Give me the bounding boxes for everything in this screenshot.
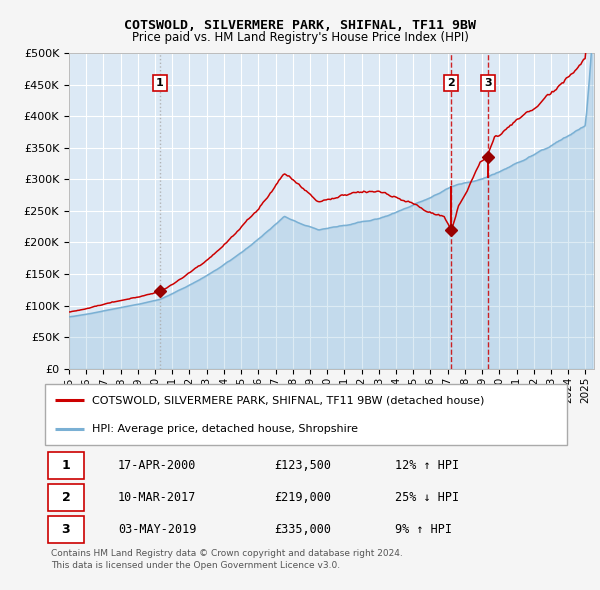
Text: 2: 2	[62, 491, 70, 504]
Text: 3: 3	[62, 523, 70, 536]
Text: 03-MAY-2019: 03-MAY-2019	[118, 523, 196, 536]
Text: 12% ↑ HPI: 12% ↑ HPI	[395, 459, 459, 472]
Text: 2: 2	[447, 78, 455, 88]
FancyBboxPatch shape	[47, 516, 84, 543]
Text: 17-APR-2000: 17-APR-2000	[118, 459, 196, 472]
Text: £335,000: £335,000	[275, 523, 332, 536]
Text: 1: 1	[156, 78, 164, 88]
FancyBboxPatch shape	[47, 452, 84, 479]
Text: 3: 3	[484, 78, 492, 88]
Text: COTSWOLD, SILVERMERE PARK, SHIFNAL, TF11 9BW (detached house): COTSWOLD, SILVERMERE PARK, SHIFNAL, TF11…	[92, 395, 484, 405]
Text: COTSWOLD, SILVERMERE PARK, SHIFNAL, TF11 9BW: COTSWOLD, SILVERMERE PARK, SHIFNAL, TF11…	[124, 19, 476, 32]
Text: This data is licensed under the Open Government Licence v3.0.: This data is licensed under the Open Gov…	[51, 560, 340, 569]
Text: Price paid vs. HM Land Registry's House Price Index (HPI): Price paid vs. HM Land Registry's House …	[131, 31, 469, 44]
Text: £219,000: £219,000	[275, 491, 332, 504]
Text: 10-MAR-2017: 10-MAR-2017	[118, 491, 196, 504]
Text: 1: 1	[62, 459, 70, 472]
Text: £123,500: £123,500	[275, 459, 332, 472]
Text: 25% ↓ HPI: 25% ↓ HPI	[395, 491, 459, 504]
FancyBboxPatch shape	[47, 484, 84, 511]
Text: 9% ↑ HPI: 9% ↑ HPI	[395, 523, 452, 536]
Text: HPI: Average price, detached house, Shropshire: HPI: Average price, detached house, Shro…	[92, 424, 358, 434]
Text: Contains HM Land Registry data © Crown copyright and database right 2024.: Contains HM Land Registry data © Crown c…	[51, 549, 403, 558]
FancyBboxPatch shape	[45, 384, 567, 445]
